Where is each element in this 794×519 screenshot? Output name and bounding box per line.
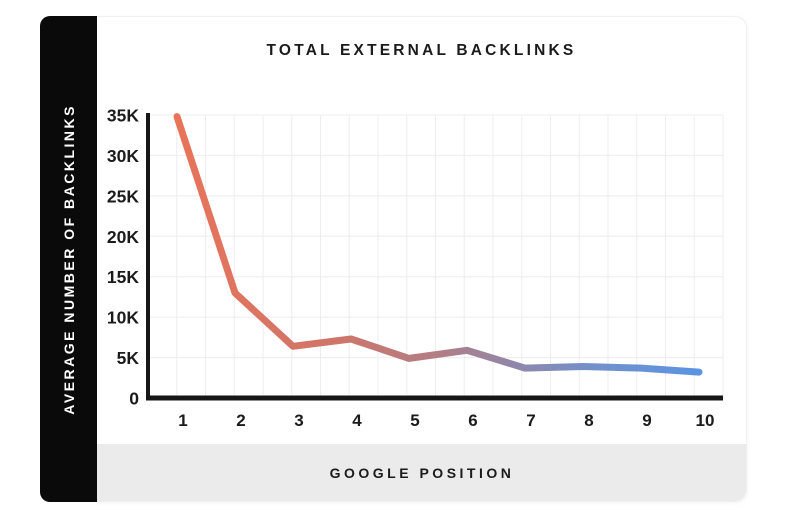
y-tick-label: 15K bbox=[107, 267, 139, 287]
y-axis-title-bar: AVERAGE NUMBER OF BACKLINKS bbox=[40, 16, 97, 502]
y-tick-label: 35K bbox=[107, 106, 139, 126]
line-chart: 0 5K 10K 15K 20K 25K 30K 35K 1 2 3 4 5 6 7 8 9 10 bbox=[107, 106, 724, 430]
y-tick-label: 25K bbox=[107, 186, 139, 206]
x-tick-label: 3 bbox=[294, 411, 303, 430]
x-tick-label: 5 bbox=[410, 411, 419, 430]
y-tick-label: 10K bbox=[107, 308, 139, 328]
x-tick-label: 7 bbox=[526, 411, 535, 430]
backlinks-chart-figure: AVERAGE NUMBER OF BACKLINKS TOTAL EXTERN… bbox=[40, 16, 747, 502]
y-axis-title: AVERAGE NUMBER OF BACKLINKS bbox=[60, 103, 77, 415]
y-axis-tick-labels: 0 5K 10K 15K 20K 25K 30K 35K bbox=[107, 106, 139, 409]
x-tick-label: 8 bbox=[584, 411, 593, 430]
backlinks-data-line bbox=[173, 113, 703, 376]
x-tick-label: 6 bbox=[468, 411, 477, 430]
y-tick-label: 0 bbox=[129, 389, 139, 409]
x-axis-tick-labels: 1 2 3 4 5 6 7 8 9 10 bbox=[178, 411, 714, 430]
y-tick-label: 30K bbox=[107, 146, 139, 166]
chart-card: TOTAL EXTERNAL BACKLINKS 0 5K 10K 15K 20K 25K… bbox=[97, 16, 747, 502]
x-tick-label: 1 bbox=[178, 411, 187, 430]
x-tick-label: 4 bbox=[352, 411, 362, 430]
x-tick-label: 9 bbox=[642, 411, 651, 430]
plot-area: 0 5K 10K 15K 20K 25K 30K 35K 1 2 3 4 5 6 7 8 9 10 bbox=[97, 17, 746, 447]
x-tick-label: 10 bbox=[696, 411, 715, 430]
axes bbox=[146, 113, 723, 401]
y-tick-label: 5K bbox=[117, 348, 140, 368]
y-tick-label: 20K bbox=[107, 227, 139, 247]
x-axis-title: GOOGLE POSITION bbox=[329, 464, 515, 481]
x-axis-title-band: GOOGLE POSITION bbox=[97, 444, 746, 501]
chart-title: TOTAL EXTERNAL BACKLINKS bbox=[266, 42, 577, 59]
x-tick-label: 2 bbox=[236, 411, 245, 430]
